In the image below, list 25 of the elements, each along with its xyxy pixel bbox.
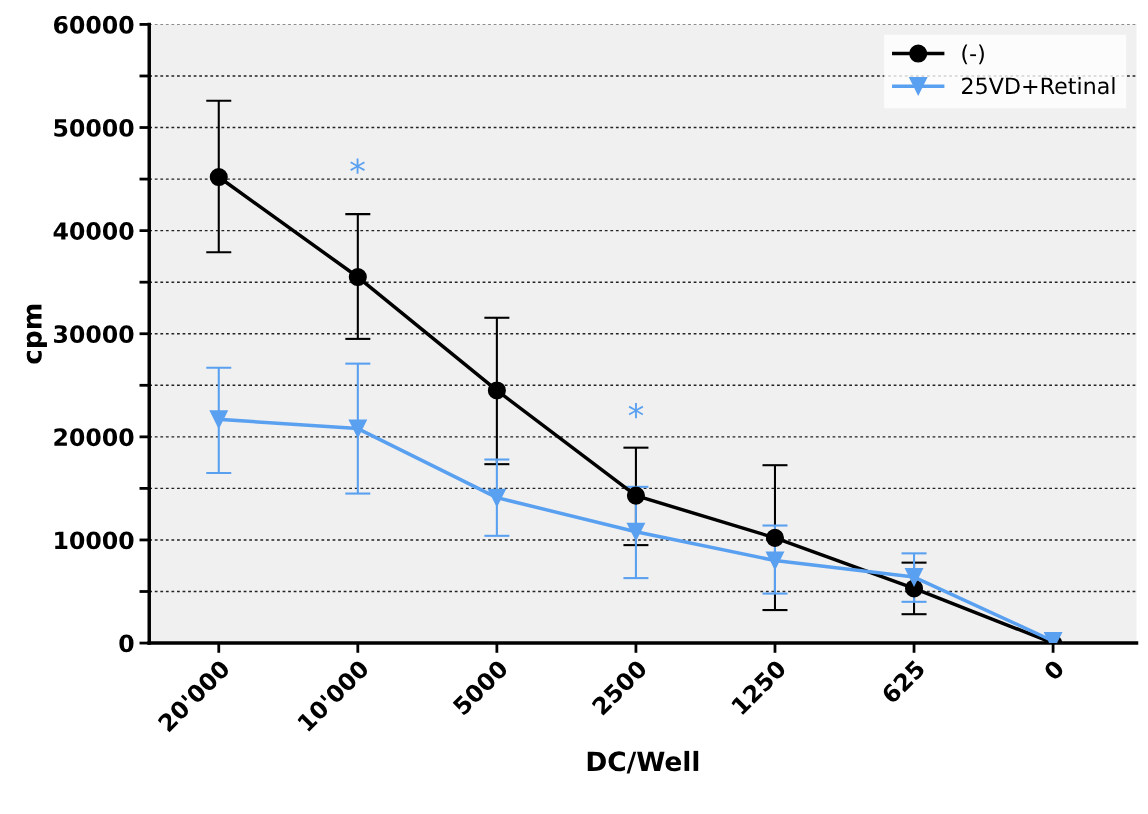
legend-label: 25VD+Retinal — [962, 77, 1115, 95]
point — [487, 381, 506, 400]
point — [487, 488, 506, 507]
y-axis-title: cpm — [26, 304, 47, 364]
point — [626, 486, 645, 505]
point — [209, 410, 228, 429]
point — [348, 268, 367, 287]
annotation: * — [350, 158, 365, 174]
y-tick-label: 30000 — [54, 325, 134, 344]
point — [626, 522, 645, 541]
point — [348, 419, 367, 438]
legend-label: (-) — [962, 44, 984, 65]
y-tick-label: 50000 — [54, 118, 134, 137]
y-tick-label: 20000 — [54, 428, 134, 447]
y-tick-label: 40000 — [53, 222, 134, 240]
point — [765, 551, 785, 570]
annotation: * — [628, 402, 644, 419]
point — [905, 568, 924, 587]
y-tick-label: 0 — [119, 634, 134, 653]
x-axis-title: DC/Well — [587, 750, 699, 774]
point — [209, 167, 228, 187]
x-tick-label: 0 — [1042, 658, 1066, 682]
y-tick-label: 10000 — [55, 531, 134, 550]
y-tick-label: 60000 — [53, 15, 134, 34]
point — [765, 528, 785, 547]
